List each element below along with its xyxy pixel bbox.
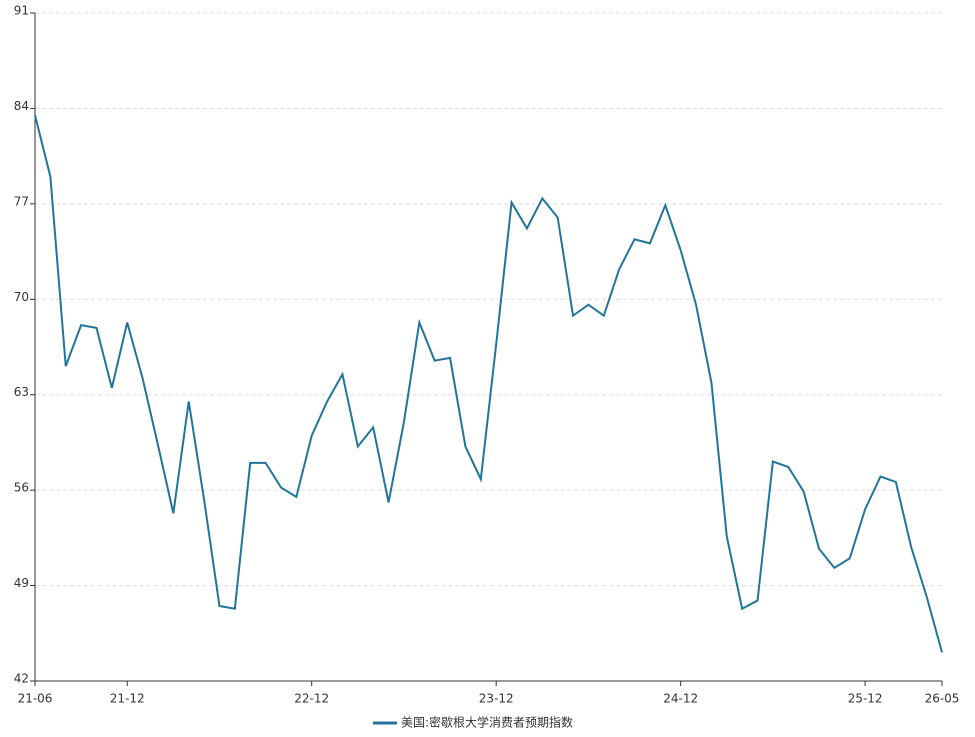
y-tick-label: 91: [14, 4, 29, 18]
x-tick-label: 22-12: [294, 692, 329, 706]
y-tick-label: 42: [14, 672, 29, 686]
y-tick-label: 70: [14, 290, 29, 304]
y-tick-label: 84: [14, 99, 29, 113]
x-tick-label: 21-06: [18, 692, 53, 706]
x-tick-label: 25-12: [848, 692, 883, 706]
y-tick-label: 77: [14, 194, 29, 208]
y-tick-label: 49: [14, 576, 29, 590]
x-tick-label: 23-12: [479, 692, 514, 706]
legend-label: 美国:密歇根大学消费者预期指数: [401, 715, 573, 730]
series-line: [34, 115, 943, 653]
x-tick-label: 21-12: [110, 692, 145, 706]
y-tick-label: 56: [14, 481, 29, 495]
x-tick-label: 24-12: [663, 692, 698, 706]
y-tick-label: 63: [14, 385, 29, 399]
x-tick-label: 26-05: [925, 692, 960, 706]
